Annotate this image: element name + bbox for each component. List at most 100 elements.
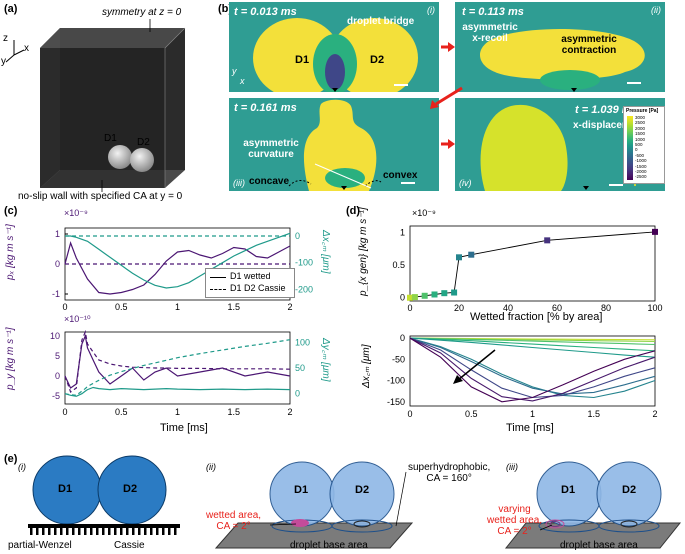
wenzel-pillar [96, 528, 99, 535]
wetted-fraction-point [468, 251, 475, 258]
wenzel-pillar [48, 528, 51, 535]
wetted-fraction-point [407, 294, 413, 301]
roman-ii: (ii) [651, 5, 661, 15]
time-ii: t = 0.113 ms [462, 6, 524, 18]
c-top-xtick: 0 [62, 302, 67, 312]
c-bot-ytick: 10 [50, 331, 60, 341]
e-superhydrophobic: superhydrophobic, CA = 160° [408, 462, 490, 484]
dx-series-w5 [409, 337, 656, 358]
wenzel-pillar [168, 528, 171, 535]
wenzel-pillar [156, 528, 159, 535]
c-bot-ytick: 0 [55, 371, 60, 381]
panel-b-label: (b) [218, 3, 233, 15]
d-exponent: ×10⁻⁹ [412, 208, 436, 218]
wenzel-pillar [144, 528, 147, 535]
wetted-fraction-point [431, 291, 438, 298]
d-bot-xtick: 1.5 [587, 409, 600, 419]
e-ii-d2: D2 [355, 484, 370, 496]
e-cassie: Cassie [114, 540, 145, 551]
wetted-fraction-point [411, 294, 418, 301]
colorbar-tick: -500 [635, 152, 645, 158]
c-top-xtick: 1.5 [227, 302, 240, 312]
c-legend: D1 wetted D1 D2 Cassie [205, 268, 295, 298]
c-bot-exponent: ×10⁻¹⁰ [64, 314, 91, 324]
wenzel-pillar [66, 528, 69, 535]
c-top-ytick: -1 [52, 289, 60, 299]
c-top-xtick: 2 [287, 302, 292, 312]
convex-label: convex [383, 170, 418, 181]
d-top-xtick: 20 [454, 303, 464, 313]
droplet-d1-label: D1 [104, 133, 117, 144]
dx-series-w6 [409, 337, 656, 399]
colorbar-title: Pressure [Pa] [626, 108, 659, 114]
wenzel-pillar [120, 528, 123, 535]
wenzel-pillar [30, 528, 33, 535]
c-bot-xtick: 1 [175, 407, 180, 417]
asym-contraction-label: asymmetric contraction [561, 34, 617, 56]
concave-label: concave [249, 176, 290, 187]
time-iii: t = 0.161 ms [234, 102, 297, 114]
colorbar-tick: 0 [635, 147, 638, 153]
c-top-ytick-right: 0 [295, 231, 300, 241]
symmetry-caption: symmetry at z = 0 [102, 7, 182, 18]
series-d1-wetted-p-x- [64, 241, 291, 295]
wenzel-pillar [114, 528, 117, 535]
c-top-ytick: 1 [55, 229, 60, 239]
sim-d2-label: D2 [370, 54, 385, 66]
sim-axis-x: x [240, 76, 245, 86]
c-bot-ylabel: p_y [kg m s⁻¹] [5, 327, 16, 390]
c-bot-ytick-right: 50 [295, 363, 305, 373]
wetted-fraction-point [652, 228, 658, 235]
c-top-exponent: ×10⁻⁹ [64, 208, 88, 218]
c-bot-ytick: 5 [55, 351, 60, 361]
d-top-xtick: 100 [647, 303, 662, 313]
e-varying-line3: CA = 2° [497, 526, 532, 537]
wenzel-pillar [126, 528, 129, 535]
droplet-d1-3d [108, 145, 132, 169]
e-partial-wenzel: partial-Wenzel [8, 540, 72, 551]
d-bot-ytick: -150 [387, 397, 405, 407]
series-d1-d2-cassie-y-cm- [64, 339, 291, 396]
e-iii-d1: D1 [561, 484, 576, 496]
axis-x-label: x [24, 43, 29, 54]
wenzel-pillar [36, 528, 39, 535]
e-varying: varying wetted area, CA = 2° [487, 504, 542, 537]
colorbar-tick: 2500 [635, 120, 646, 126]
wenzel-pillar [108, 528, 111, 535]
d-bot-ytick: 0 [400, 333, 405, 343]
colorbar-tick: 3000 [635, 115, 646, 120]
wenzel-pillar [54, 528, 57, 535]
droplet-d2-3d [130, 148, 154, 172]
c-bot-ylabel-right: Δy꜀ₘ [μm] [320, 338, 331, 382]
d-bot-ytick: -50 [392, 354, 405, 364]
sim-frame-ii: t = 0.113 ms (ii) asymmetric x-recoil as… [455, 2, 665, 92]
time-iv: t = 1.039 ms [575, 104, 638, 116]
d-top-ytick: 0 [400, 293, 405, 303]
e-i-d1: D1 [58, 483, 73, 495]
wetted-fraction-point [441, 290, 448, 297]
colorbar-tick: 500 [635, 142, 643, 147]
d-top-ytick: 1 [400, 228, 405, 238]
e-roman-ii: (ii) [206, 462, 216, 472]
axis-y-label: y [1, 56, 6, 67]
panel-e-diagram [28, 455, 682, 549]
sim-axis-y: y [232, 66, 237, 76]
wetted-fraction-point [544, 237, 551, 244]
wenzel-pillar [42, 528, 45, 535]
e-wetted-area: wetted area, CA = 2° [206, 510, 261, 532]
wenzel-pillar [78, 528, 81, 535]
e-roman-i: (i) [18, 462, 26, 472]
colorbar-tick: 1000 [635, 136, 646, 142]
droplet-d2-label: D2 [137, 137, 150, 148]
pressure-colorbar: Pressure [Pa] 3000 2500 2000 1500 1000 500 0 -5… [623, 106, 665, 184]
panel-a-diagram [5, 19, 186, 192]
asym-x-recoil-label: asymmetric x-recoil [462, 22, 518, 44]
d-top-xlabel: Wetted fraction [% by area] [470, 311, 603, 323]
panel-c-label: (c) [4, 205, 18, 217]
wall-caption: no-slip wall with specified CA at y = 0 [18, 191, 183, 202]
wenzel-pillar [150, 528, 153, 535]
d-top-xtick: 40 [503, 303, 513, 313]
c-top-ytick: 0 [55, 259, 60, 269]
c-xlabel: Time [ms] [160, 422, 208, 434]
